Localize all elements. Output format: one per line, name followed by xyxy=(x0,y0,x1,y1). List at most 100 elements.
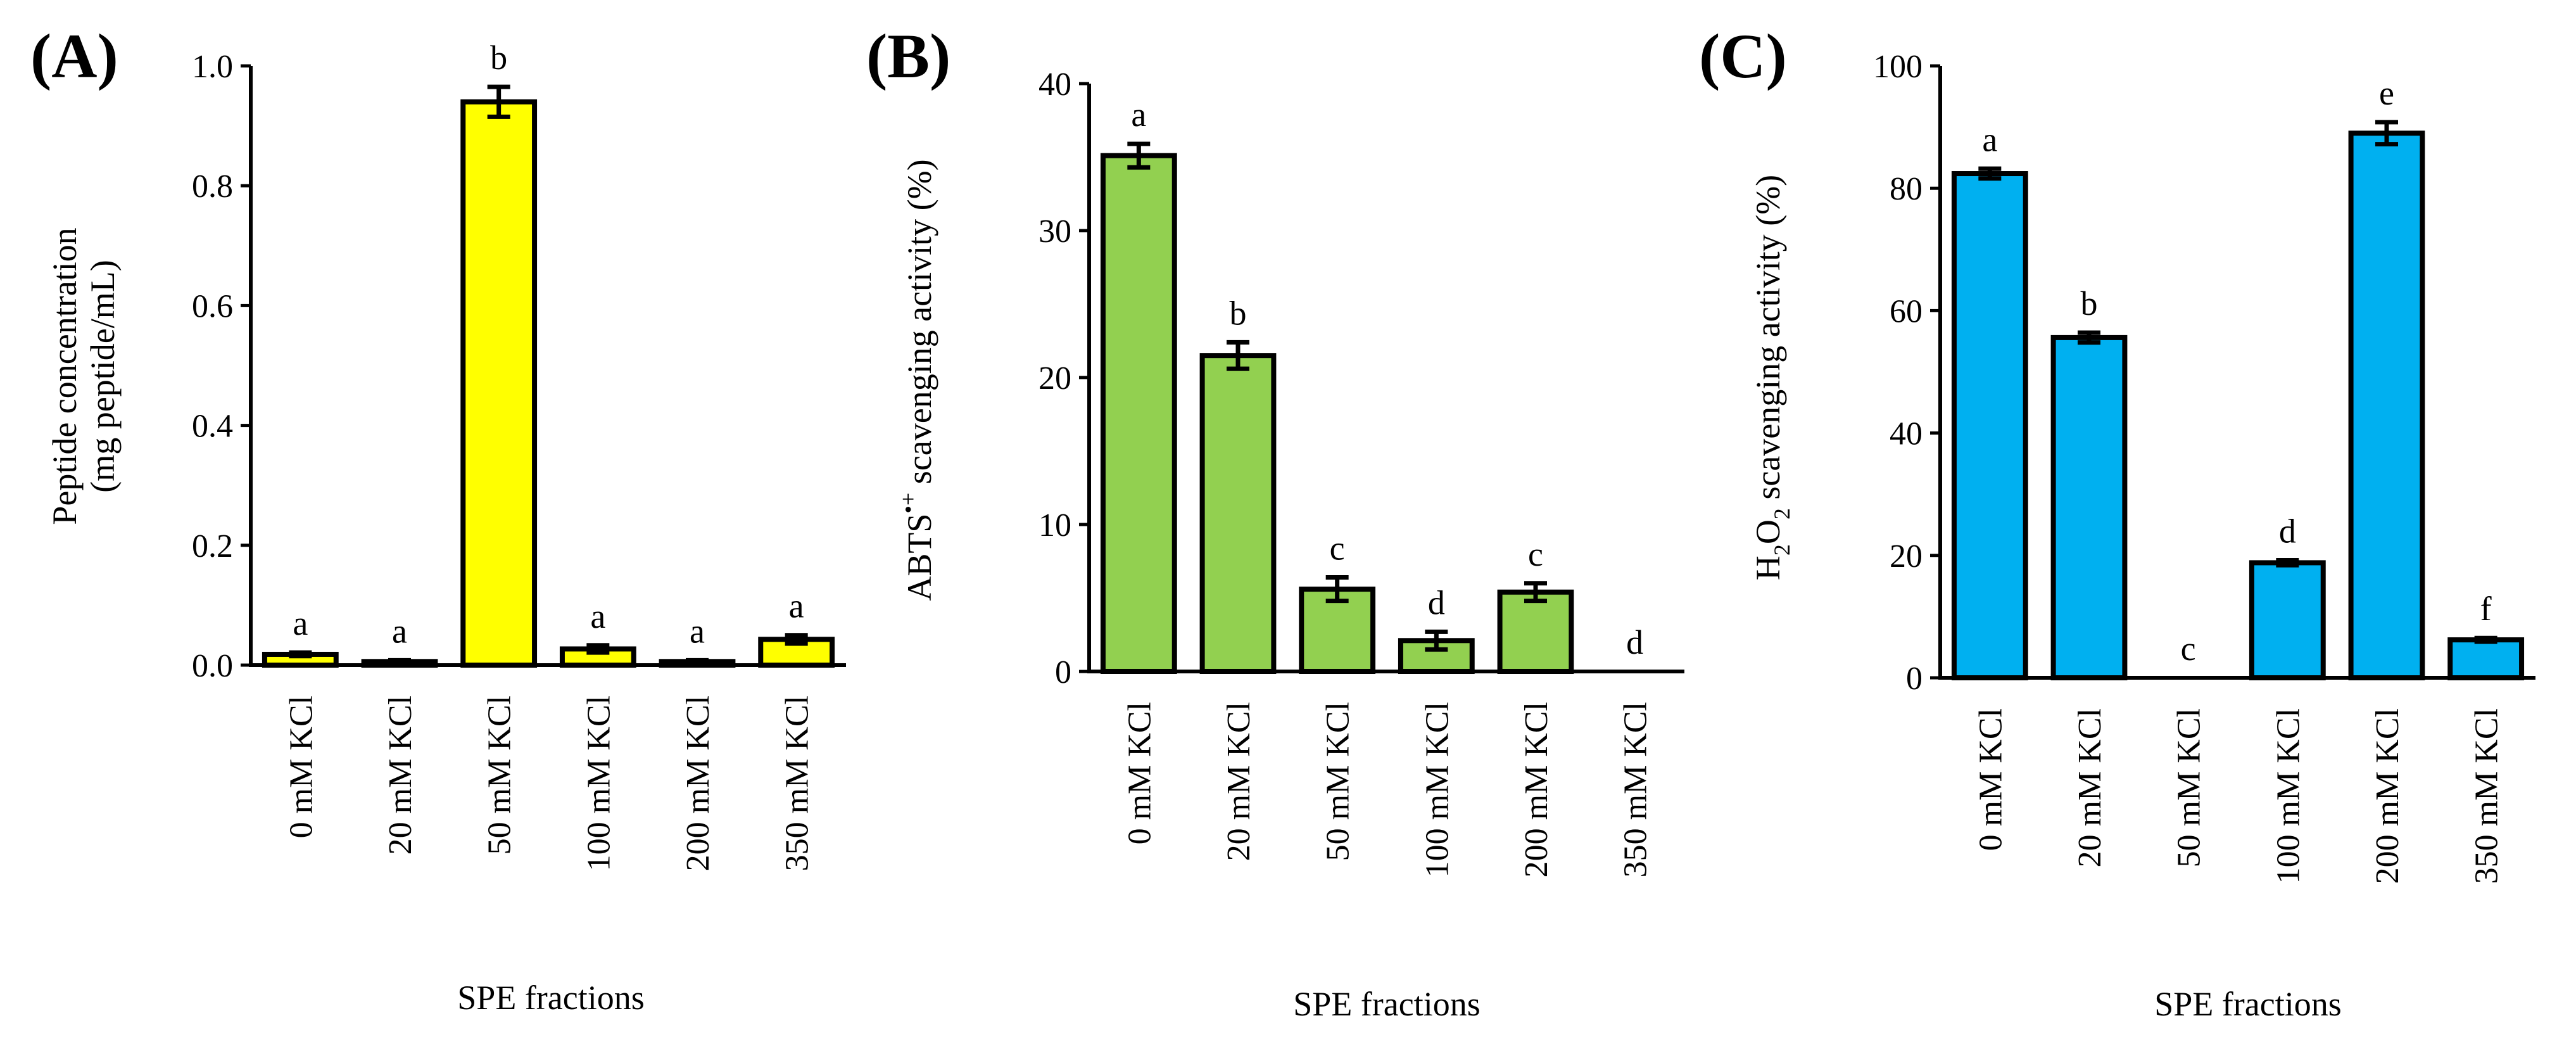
significance-letter: a xyxy=(1131,96,1146,134)
significance-letter: d xyxy=(2279,512,2296,550)
y-axis-title-sub-1: 2 xyxy=(1769,544,1795,556)
y-tick-label: 0.2 xyxy=(192,528,233,564)
significance-letter: a xyxy=(1982,120,1997,158)
error-bar xyxy=(1524,581,1547,604)
panel-label: (C) xyxy=(1699,21,1787,91)
axes xyxy=(249,66,846,667)
axes xyxy=(1087,84,1684,673)
x-tick-label: 50 mM KCl xyxy=(1320,702,1356,861)
x-tick-label: 20 mM KCl xyxy=(2072,708,2108,867)
y-tick-label: 40 xyxy=(1039,67,1071,103)
error-bar xyxy=(2474,635,2497,644)
x-tick-label: 20 mM KCl xyxy=(382,696,419,855)
y-tick-label: 20 xyxy=(1890,538,1923,575)
significance-letter: c xyxy=(1528,535,1543,573)
significance-letter: b xyxy=(2081,284,2098,322)
y-axis-title-rest: scavenging activity (%) xyxy=(900,159,938,492)
bar xyxy=(2447,637,2525,680)
error-bar xyxy=(2078,330,2100,345)
x-tick-label: 350 mM KCl xyxy=(1618,702,1654,877)
y-tick-label: 0 xyxy=(1906,661,1923,697)
error-bar xyxy=(1127,141,1151,170)
y-tick-label: 30 xyxy=(1039,213,1071,250)
y-axis-title-o: O xyxy=(1749,519,1787,544)
y-tick-label: 10 xyxy=(1039,507,1071,544)
significance-letter: f xyxy=(2480,590,2492,628)
y-tick-label: 0.6 xyxy=(192,288,233,324)
error-bar xyxy=(388,658,411,665)
bar xyxy=(1199,353,1277,674)
y-tick-label: 0.0 xyxy=(192,648,233,684)
x-tick-label: 50 mM KCl xyxy=(2171,708,2207,867)
x-axis-title: SPE fractions xyxy=(457,979,644,1017)
significance-letter: a xyxy=(392,612,407,650)
significance-letter: d xyxy=(1428,583,1445,621)
panel-b: (B) ABTS•+ scavenging activity (%) SPE f… xyxy=(866,21,1684,1023)
y-axis-title-superscript: •+ xyxy=(895,493,921,514)
y-tick-label: 1.0 xyxy=(192,49,233,85)
error-bar xyxy=(1325,575,1349,604)
significance-letter: e xyxy=(2379,74,2394,112)
error-bar xyxy=(2276,558,2299,568)
panel-label: (B) xyxy=(866,21,950,91)
y-tick-label: 40 xyxy=(1890,416,1923,452)
error-bar xyxy=(686,658,709,665)
y-axis-title-sub-2: 2 xyxy=(1769,508,1795,519)
panel-c: (C) H2O2 scavenging activity (%) SPE fra… xyxy=(1699,21,2535,1023)
x-axis-title: SPE fractions xyxy=(1293,985,1480,1023)
error-bar xyxy=(1978,166,2002,181)
error-bar xyxy=(2375,120,2398,147)
y-tick-label: 0.8 xyxy=(192,168,233,205)
panel-label: (A) xyxy=(30,21,118,91)
x-tick-label: 100 mM KCl xyxy=(1419,702,1455,877)
significance-letter: c xyxy=(1330,530,1345,568)
x-tick-label: 100 mM KCl xyxy=(581,696,617,871)
y-tick-label: 20 xyxy=(1039,360,1071,397)
y-axis-title-main: ABTS xyxy=(900,514,938,601)
bar xyxy=(1951,171,2028,680)
error-bar xyxy=(785,633,808,646)
significance-letter: a xyxy=(590,597,605,635)
error-bar xyxy=(586,643,610,655)
significance-letter: b xyxy=(1230,294,1247,332)
x-tick-label: 200 mM KCl xyxy=(2370,708,2406,884)
bar xyxy=(2348,130,2425,680)
y-axis-title-rest: scavenging activity (%) xyxy=(1749,175,1787,508)
significance-letter: a xyxy=(789,587,804,625)
x-tick-label: 350 mM KCl xyxy=(780,696,816,871)
significance-letter: b xyxy=(490,39,507,77)
y-tick-label: 80 xyxy=(1890,171,1923,207)
axes xyxy=(1938,66,2535,680)
y-axis-title: H2O2 scavenging activity (%) xyxy=(1749,175,1795,580)
significance-letter: c xyxy=(2181,630,2196,668)
x-tick-label: 200 mM KCl xyxy=(680,696,716,871)
x-tick-label: 0 mM KCl xyxy=(1973,708,2009,851)
error-bar xyxy=(289,650,312,659)
panel-a: (A) Peptide concentration (mg peptide/mL… xyxy=(30,21,846,1017)
bar xyxy=(1100,153,1177,674)
significance-letter: a xyxy=(690,612,705,650)
x-tick-label: 0 mM KCl xyxy=(283,696,319,838)
y-axis-title-h: H xyxy=(1749,556,1787,580)
y-axis-title-line-1: Peptide concentration xyxy=(46,227,84,524)
significance-letter: d xyxy=(1626,623,1643,661)
error-bar xyxy=(1425,629,1448,652)
error-bar xyxy=(1227,340,1249,371)
x-axis-title: SPE fractions xyxy=(2154,985,2341,1023)
y-axis-title-line-2: (mg peptide/mL) xyxy=(84,260,122,492)
y-axis-title: ABTS•+ scavenging activity (%) xyxy=(895,159,938,601)
significance-letter: a xyxy=(293,604,308,642)
y-tick-label: 0.4 xyxy=(192,409,233,445)
x-tick-label: 0 mM KCl xyxy=(1121,702,1158,844)
bar xyxy=(1497,589,1574,674)
bar xyxy=(2050,334,2128,680)
x-tick-label: 350 mM KCl xyxy=(2469,708,2505,884)
bar xyxy=(2249,560,2326,681)
y-tick-label: 60 xyxy=(1890,293,1923,329)
x-tick-label: 200 mM KCl xyxy=(1518,702,1555,877)
y-tick-label: 100 xyxy=(1873,49,1923,85)
bar xyxy=(460,99,538,668)
x-tick-label: 20 mM KCl xyxy=(1221,702,1257,861)
error-bar xyxy=(487,84,510,119)
y-tick-label: 0 xyxy=(1055,654,1071,690)
